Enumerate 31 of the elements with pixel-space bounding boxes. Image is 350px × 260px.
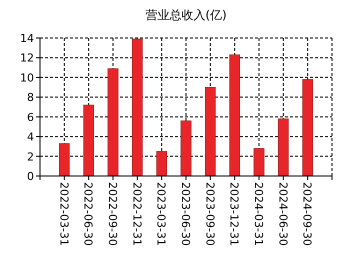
x-tick-label: 2022-12-31 xyxy=(130,182,144,246)
x-tick-label: 2024-03-31 xyxy=(252,182,265,246)
y-tick-label: 12 xyxy=(20,52,34,65)
bar xyxy=(58,143,70,176)
chart-title: 营业总收入(亿) xyxy=(145,8,227,22)
y-tick-label: 4 xyxy=(27,130,34,144)
y-tick-label: 14 xyxy=(20,32,34,45)
bar xyxy=(204,87,216,176)
y-tick-label: 8 xyxy=(27,91,34,104)
x-tick-label: 2022-09-30 xyxy=(106,182,119,246)
x-tick-label: 2022-06-30 xyxy=(82,182,95,246)
x-tick-label: 2024-06-30 xyxy=(276,182,290,246)
x-tick-label: 2023-06-30 xyxy=(179,182,192,246)
y-tick-label: 6 xyxy=(27,110,34,124)
x-tick-label: 2023-03-31 xyxy=(154,182,168,246)
x-tick-label: 2023-12-31 xyxy=(228,182,241,246)
x-tick-label: 2023-09-30 xyxy=(203,182,216,246)
bar xyxy=(83,104,94,176)
bar xyxy=(229,54,240,176)
x-tick-label: 2022-03-31 xyxy=(57,182,70,246)
y-tick-label: 0 xyxy=(27,170,34,183)
bar xyxy=(180,120,192,176)
bar xyxy=(132,38,143,176)
y-tick-label: 10 xyxy=(20,71,34,84)
bar xyxy=(278,118,289,176)
bar xyxy=(108,68,118,176)
y-tick-label: 2 xyxy=(27,150,34,164)
bar xyxy=(254,148,264,176)
bar xyxy=(302,79,314,176)
x-tick-label: 2024-09-30 xyxy=(300,182,314,246)
bar xyxy=(156,151,168,176)
